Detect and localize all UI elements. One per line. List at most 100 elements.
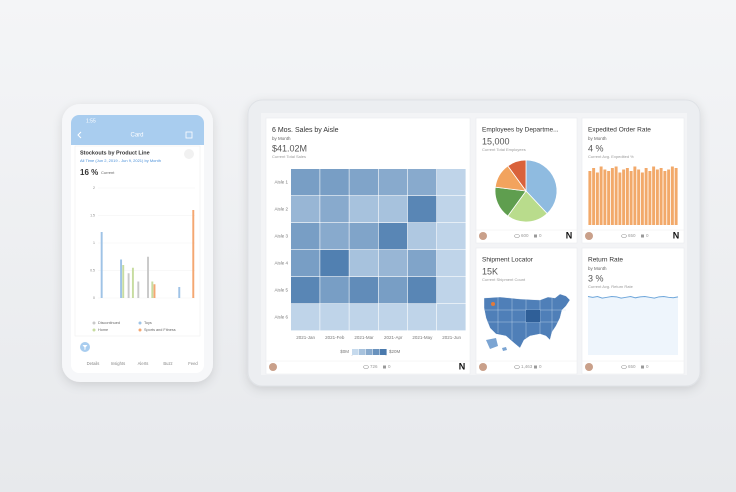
comments-icon — [641, 365, 644, 369]
nav-item[interactable]: Feed — [188, 361, 198, 366]
views-count: 600 — [521, 233, 529, 238]
pie-slice — [507, 159, 527, 193]
heat-cell — [437, 196, 466, 223]
legend-label: Toys — [144, 321, 152, 325]
heat-cell — [378, 196, 408, 223]
logo: N — [566, 230, 573, 240]
bar — [151, 281, 154, 298]
bar — [667, 169, 671, 225]
colorbar-step — [380, 349, 387, 355]
card-value: 3 % — [588, 273, 604, 283]
bar — [648, 171, 652, 225]
legend-swatch — [92, 321, 96, 325]
colorbar-step — [373, 349, 380, 355]
y-tick-label: 1.5 — [90, 213, 95, 217]
bar — [178, 287, 181, 298]
views-count: 1,463 — [521, 364, 533, 369]
nav-item[interactable]: Alerts — [138, 361, 149, 366]
card-value-label: Current Shipment Count — [482, 277, 526, 282]
card-subtitle: by Month — [588, 136, 607, 141]
back-button[interactable] — [77, 131, 82, 139]
phone-header — [71, 115, 204, 145]
card-value: 15,000 — [482, 136, 510, 146]
heat-cell — [378, 277, 408, 304]
card-subtitle: All Time (Jun 2, 2019 - Jun 9, 2021) by … — [80, 158, 161, 163]
avatar — [585, 232, 593, 240]
views-count: 650 — [628, 233, 636, 238]
header-title: Card — [130, 133, 143, 139]
card-value-label: Current Total Sales — [272, 154, 306, 159]
heat-cell — [407, 250, 437, 277]
x-tick-label: 2021-Jun — [442, 335, 461, 340]
colorbar-step — [359, 349, 366, 355]
y-tick-label: 0 — [93, 296, 95, 300]
bar — [655, 169, 659, 225]
bar — [610, 168, 614, 225]
nav-item[interactable]: Buzz — [163, 361, 172, 366]
heat-cell — [407, 277, 437, 304]
row-label: Aisle 3 — [274, 234, 288, 239]
card-title: Stockouts by Product Line — [80, 150, 150, 156]
x-tick-label: 2021-Feb — [325, 335, 345, 340]
legend-label: Home — [98, 328, 108, 332]
share-button[interactable] — [185, 131, 193, 139]
colorbar-step — [352, 349, 359, 355]
bar — [670, 166, 674, 225]
y-tick-label: 1 — [93, 241, 95, 245]
heat-cell — [407, 304, 437, 331]
bar — [652, 166, 656, 225]
comments-icon — [534, 365, 537, 369]
bar — [147, 256, 149, 298]
bar — [633, 166, 637, 225]
bar — [603, 169, 607, 225]
bar — [588, 171, 592, 225]
x-tick-label: 2021-Mar — [354, 335, 374, 340]
bar — [622, 169, 626, 225]
heat-cell — [349, 196, 378, 223]
comments-count: 0 — [646, 233, 649, 238]
bar — [192, 210, 195, 298]
heat-cell — [437, 223, 466, 250]
pie-slice — [525, 159, 558, 215]
heat-cell — [378, 223, 408, 250]
card-subtitle: by Month — [588, 266, 607, 271]
nav-item[interactable]: Details — [87, 361, 100, 366]
card-title: Return Rate — [588, 257, 623, 264]
card-value: $41.02M — [272, 143, 307, 153]
bar — [659, 168, 663, 225]
heat-cell — [320, 196, 349, 223]
heat-cell — [349, 169, 378, 196]
card-value-label: Current — [101, 170, 115, 175]
filter-icon — [82, 345, 88, 350]
heat-cell — [291, 223, 320, 250]
y-tick-label: 0.5 — [90, 268, 95, 272]
bar — [637, 169, 641, 225]
card-title: 6 Mos. Sales by Aisle — [272, 127, 339, 134]
heat-cell — [349, 304, 378, 331]
location-pin — [491, 302, 495, 306]
heat-cell — [407, 223, 437, 250]
heat-cell — [291, 277, 320, 304]
heat-cell — [291, 250, 320, 277]
card-value-label: Current Total Employees — [482, 147, 526, 152]
card-value: 16 % — [80, 168, 98, 177]
legend-swatch — [92, 328, 96, 332]
tools-button[interactable] — [184, 149, 194, 159]
heat-cell — [320, 250, 349, 277]
heat-cell — [320, 169, 349, 196]
bar — [120, 259, 123, 298]
bar — [629, 171, 633, 225]
card-title: Expedited Order Rate — [588, 127, 651, 134]
nav-item[interactable]: Insights — [111, 361, 125, 366]
area — [588, 296, 678, 355]
heat-cell — [349, 277, 378, 304]
bar — [640, 172, 644, 225]
heat-cell — [320, 304, 349, 331]
heat-cell — [437, 304, 466, 331]
avatar — [269, 363, 277, 371]
bar — [592, 168, 596, 225]
heat-cell — [407, 169, 437, 196]
comments-icon — [641, 234, 644, 238]
